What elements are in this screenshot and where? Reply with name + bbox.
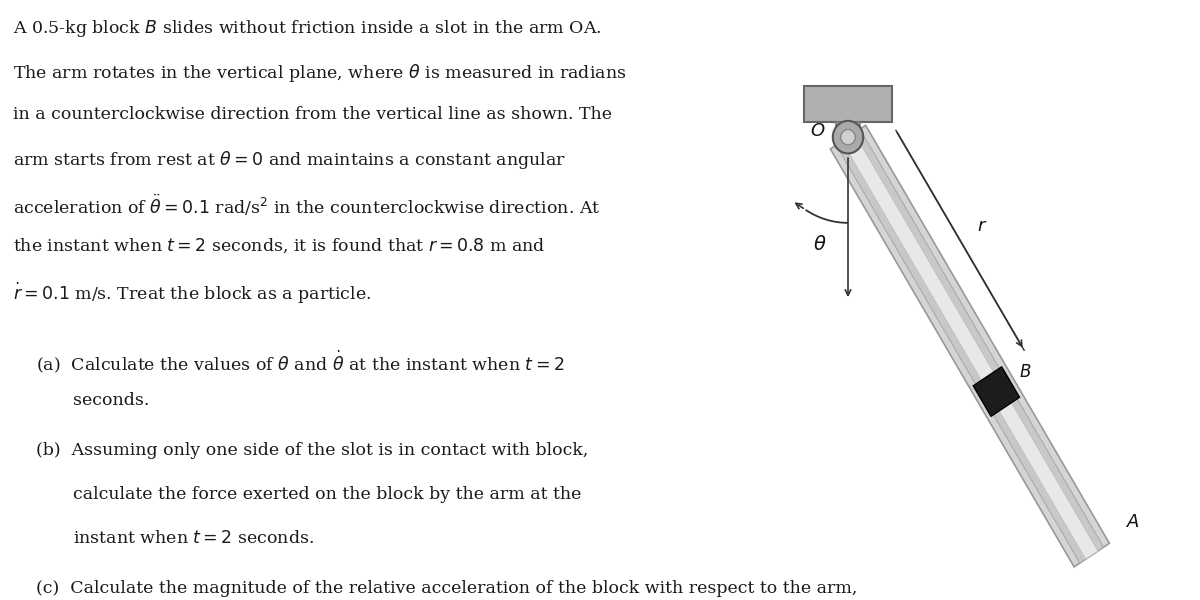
- Text: The arm rotates in the vertical plane, where $\theta$ is measured in radians: The arm rotates in the vertical plane, w…: [13, 62, 626, 84]
- Text: acceleration of $\ddot{\theta} = 0.1$ rad/s$^2$ in the counterclockwise directio: acceleration of $\ddot{\theta} = 0.1$ ra…: [13, 193, 601, 218]
- Text: $\theta$: $\theta$: [812, 235, 826, 254]
- Text: (c)  Calculate the magnitude of the relative acceleration of the block with resp: (c) Calculate the magnitude of the relat…: [36, 580, 857, 596]
- Polygon shape: [842, 133, 1098, 559]
- Polygon shape: [804, 86, 892, 122]
- Text: the instant when $t = 2$ seconds, it is found that $r = 0.8$ m and: the instant when $t = 2$ seconds, it is …: [13, 237, 546, 256]
- Text: $r$: $r$: [977, 217, 988, 235]
- Text: in a counterclockwise direction from the vertical line as shown. The: in a counterclockwise direction from the…: [13, 106, 612, 122]
- Text: (b)  Assuming only one side of the slot is in contact with block,: (b) Assuming only one side of the slot i…: [36, 442, 588, 459]
- Text: calculate the force exerted on the block by the arm at the: calculate the force exerted on the block…: [73, 486, 581, 503]
- Text: $O$: $O$: [810, 122, 826, 140]
- Text: (a)  Calculate the values of $\theta$ and $\dot{\theta}$ at the instant when $t : (a) Calculate the values of $\theta$ and…: [36, 349, 564, 375]
- Text: arm starts from rest at $\theta = 0$ and maintains a constant angular: arm starts from rest at $\theta = 0$ and…: [13, 149, 566, 172]
- Polygon shape: [830, 125, 1110, 567]
- Text: instant when $t = 2$ seconds.: instant when $t = 2$ seconds.: [73, 530, 314, 547]
- Text: $\dot{r} = 0.1$ m/s. Treat the block as a particle.: $\dot{r} = 0.1$ m/s. Treat the block as …: [13, 281, 372, 306]
- Text: $A$: $A$: [1126, 512, 1140, 530]
- Text: seconds.: seconds.: [73, 392, 149, 409]
- Polygon shape: [973, 367, 1020, 416]
- Text: $B$: $B$: [1019, 364, 1032, 381]
- Polygon shape: [836, 129, 1104, 563]
- Circle shape: [841, 130, 856, 145]
- Polygon shape: [836, 122, 860, 137]
- Circle shape: [833, 121, 863, 154]
- Text: A 0.5-kg block $\mathit{B}$ slides without friction inside a slot in the arm OA.: A 0.5-kg block $\mathit{B}$ slides witho…: [13, 18, 602, 39]
